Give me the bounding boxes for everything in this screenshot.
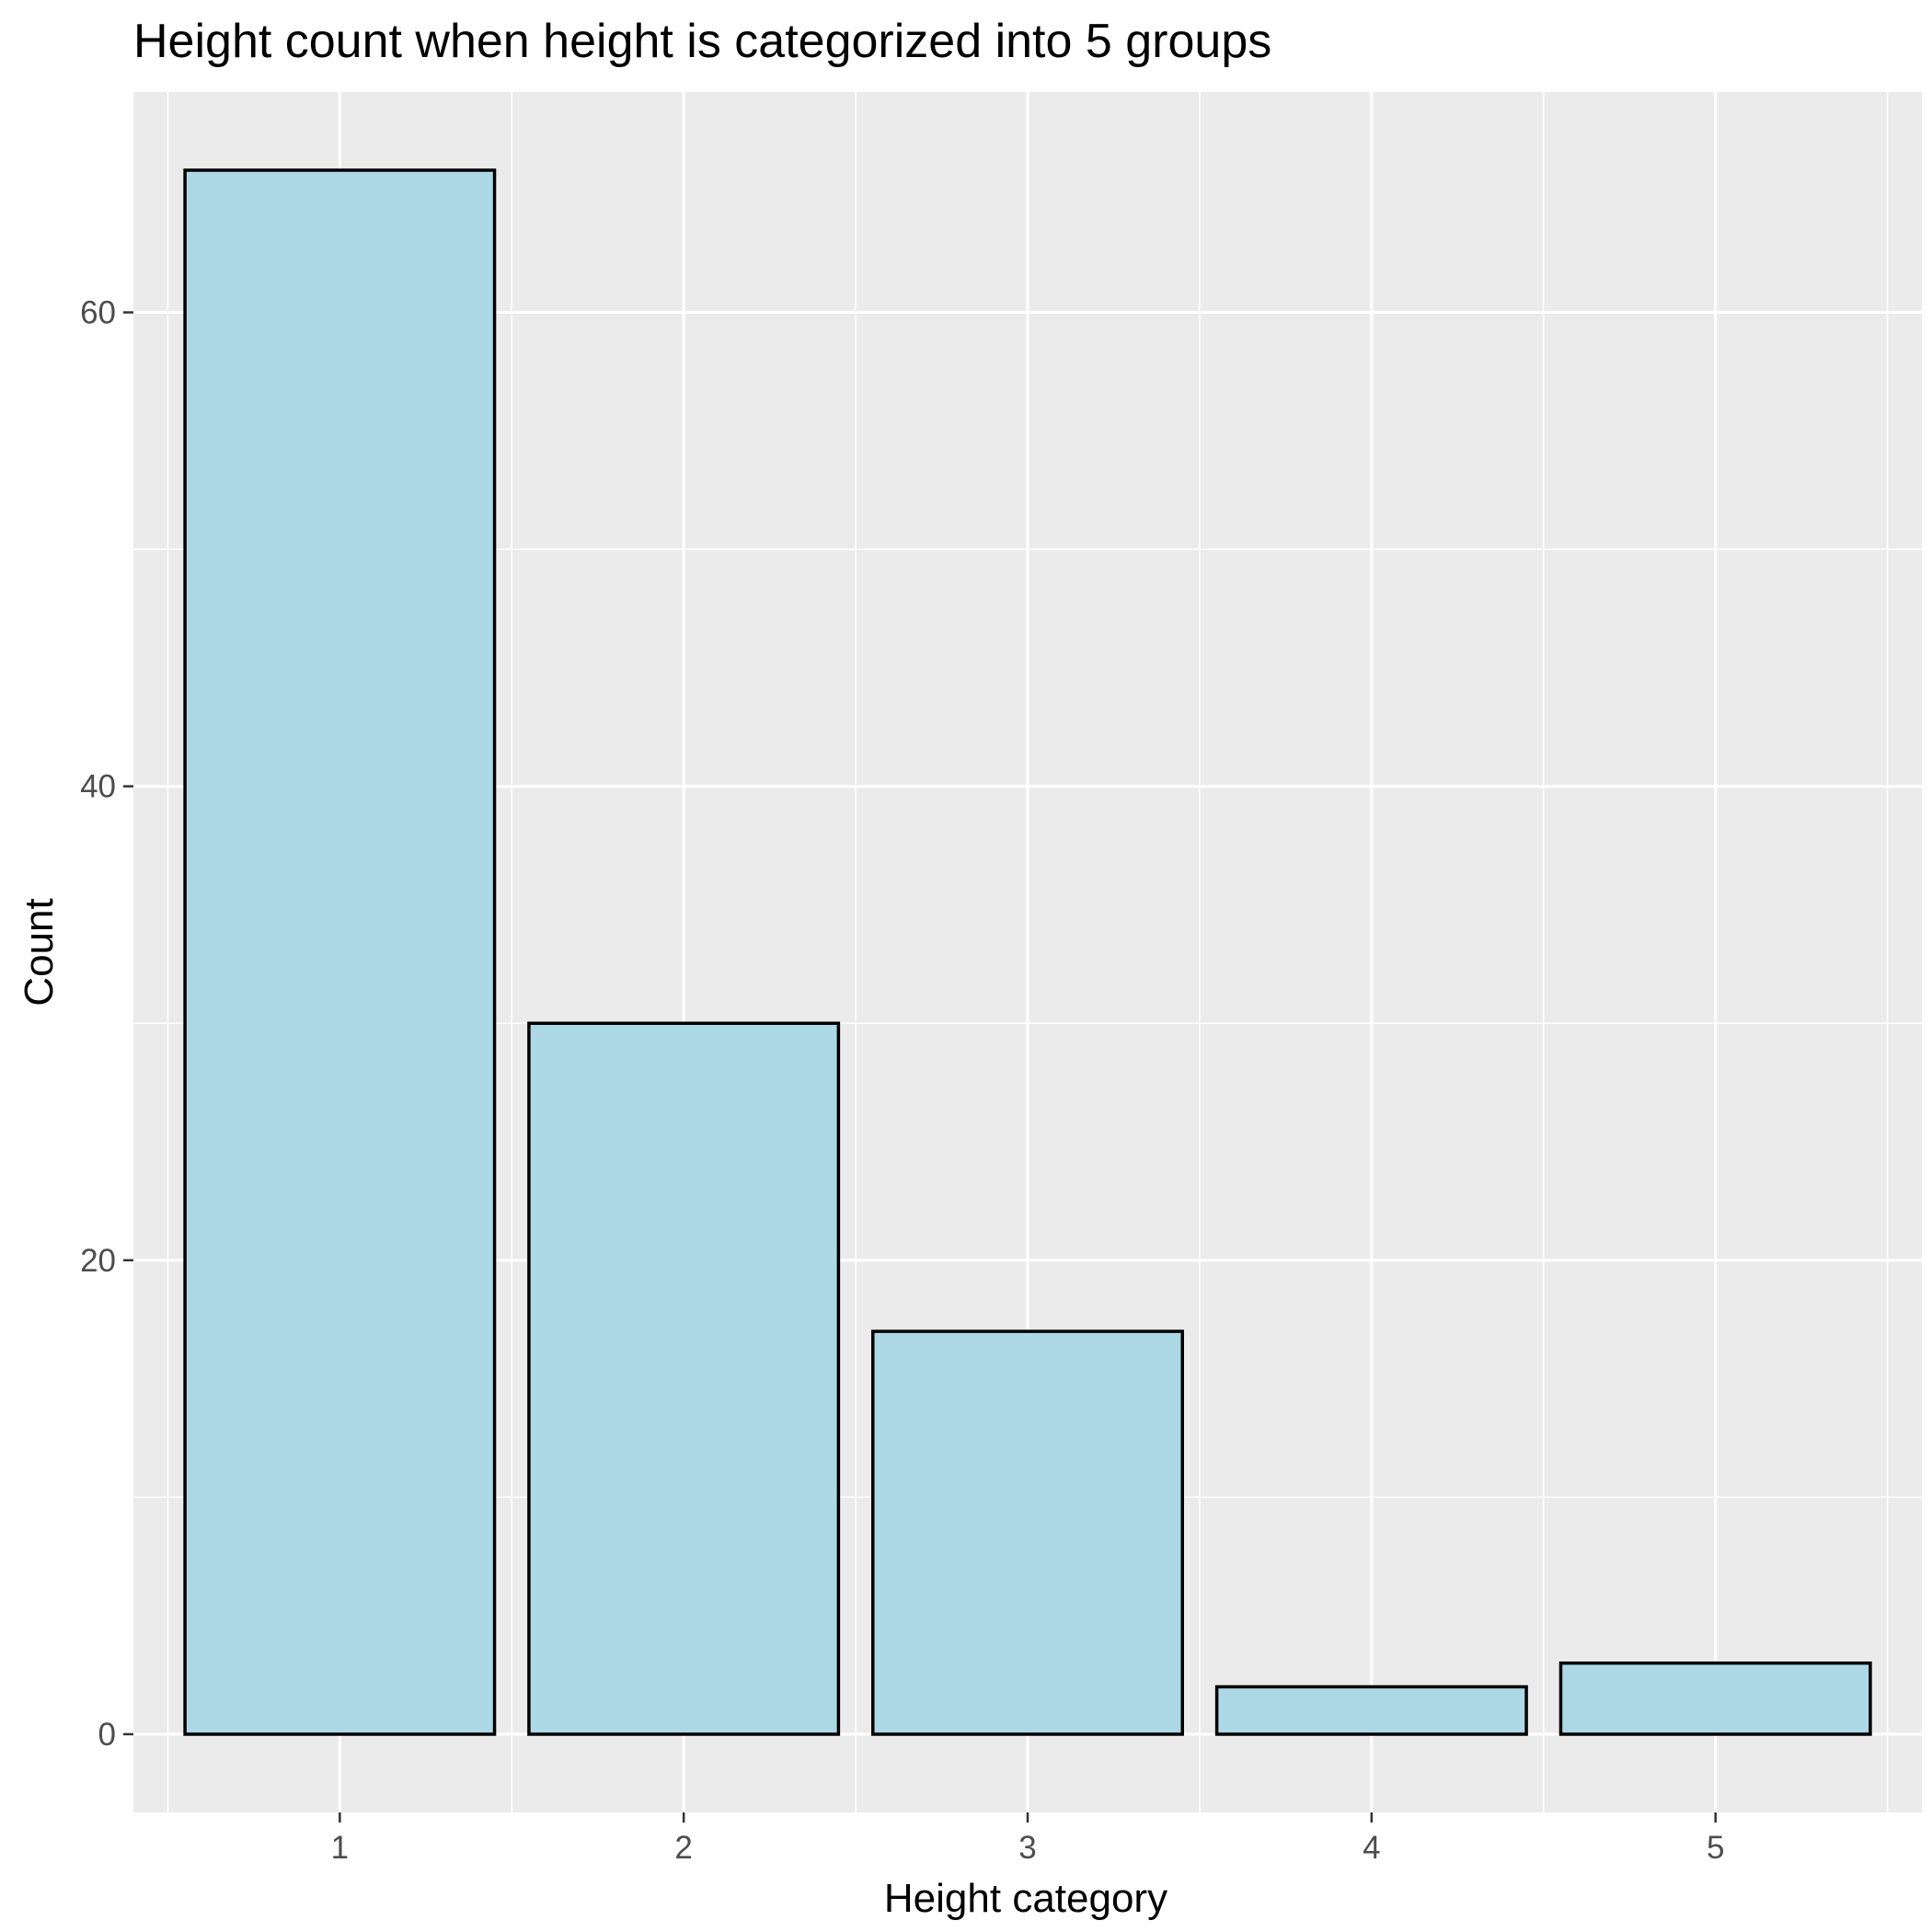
y-tick-label: 60	[80, 295, 116, 331]
y-axis-title: Count	[17, 898, 62, 1006]
x-axis-title: Height category	[884, 1876, 1167, 1921]
bars	[183, 168, 1872, 1736]
x-tick-label: 5	[1707, 1830, 1724, 1866]
bar-5	[1558, 1661, 1872, 1736]
bar-4	[1214, 1685, 1528, 1736]
bar-2	[527, 1021, 841, 1736]
x-tick-label: 1	[331, 1830, 349, 1866]
y-tick-label: 40	[80, 769, 116, 805]
x-axis: 1 2 3 4 5	[331, 1812, 1724, 1866]
bar-1	[183, 168, 497, 1736]
chart-title: Height count when height is categorized …	[133, 15, 1271, 68]
x-tick-label: 4	[1363, 1830, 1380, 1866]
y-tick-label: 20	[80, 1243, 116, 1279]
y-tick-label: 0	[98, 1717, 116, 1753]
bar-3	[871, 1329, 1184, 1736]
x-tick-label: 2	[674, 1830, 692, 1866]
x-tick-label: 3	[1018, 1830, 1036, 1866]
y-axis: 0 20 40 60	[80, 295, 133, 1753]
